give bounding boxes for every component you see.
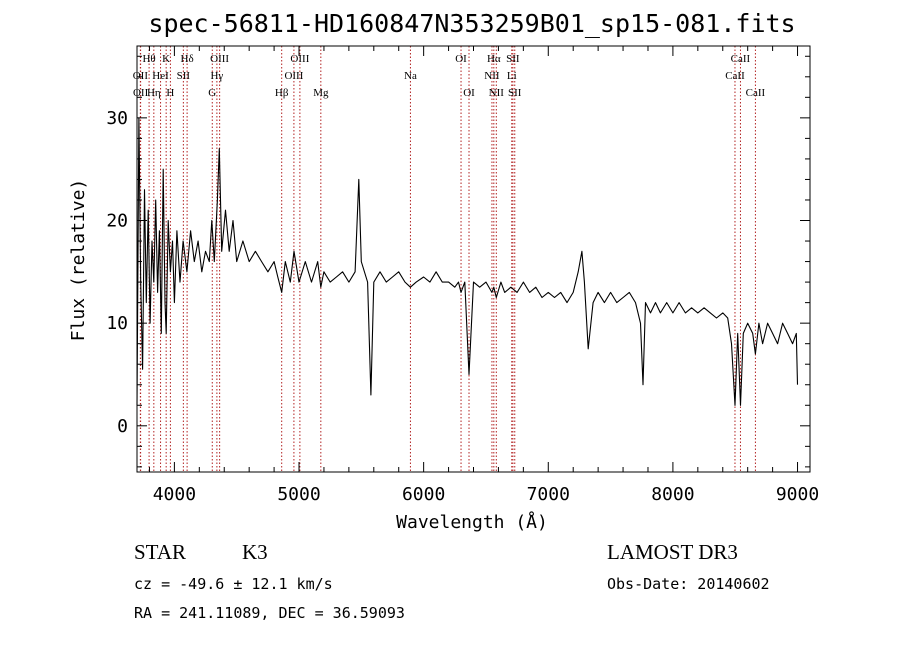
line-marker-label: Hθ: [142, 53, 155, 65]
series-group: [136, 117, 799, 406]
line-marker-label: NII: [484, 70, 500, 82]
line-marker-label: K: [162, 53, 170, 65]
line-marker-label: NII: [489, 87, 505, 99]
line-marker-label: Hγ: [210, 70, 223, 82]
survey-name: LAMOST DR3: [607, 540, 738, 564]
y-tick-label: 0: [117, 416, 128, 437]
y-axis-label: Flux (relative): [68, 179, 89, 342]
x-tick-label: 8000: [651, 484, 694, 505]
line-marker-label: SII: [508, 87, 522, 99]
x-axis-label: Wavelength (Å): [396, 511, 548, 533]
x-tick-label: 5000: [277, 484, 320, 505]
axis-ticks: [137, 46, 810, 472]
x-tick-label: 7000: [527, 484, 570, 505]
line-marker-label: Hβ: [275, 87, 289, 99]
line-marker-label: OIII: [290, 53, 309, 65]
x-tick-label: 4000: [153, 484, 196, 505]
object-type: STAR: [134, 540, 186, 564]
line-marker-label: CaII: [731, 53, 751, 65]
spectral-subclass: K3: [242, 540, 268, 564]
line-marker-label: Na: [404, 70, 417, 82]
y-tick-label: 20: [106, 211, 128, 232]
observation-date: Obs-Date: 20140602: [607, 575, 770, 593]
line-marker-label: CaII: [725, 70, 745, 82]
line-marker-label: SII: [177, 70, 191, 82]
x-tick-label: 6000: [402, 484, 445, 505]
line-marker-label: G: [208, 87, 216, 99]
line-marker-label: Mg: [313, 87, 329, 99]
coordinates: RA = 241.11089, DEC = 36.59093: [134, 604, 405, 622]
line-marker-label: H: [166, 87, 174, 99]
line-markers: [139, 46, 756, 472]
line-marker-label: OI: [455, 53, 467, 65]
chart-title: spec-56811-HD160847N353259B01_sp15-081.f…: [148, 9, 795, 38]
line-marker-label: Hδ: [181, 53, 194, 65]
line-marker-label: Li: [507, 70, 517, 82]
y-tick-label: 30: [106, 108, 128, 129]
y-tick-label: 10: [106, 313, 128, 334]
line-marker-label: Hα: [487, 53, 501, 65]
line-marker-label: OIII: [210, 53, 229, 65]
line-marker-label: SII: [506, 53, 520, 65]
x-tick-label: 9000: [776, 484, 819, 505]
axis-tick-labels: 4000 5000 6000 7000 8000 9000 0 10 20 30: [106, 108, 819, 505]
line-marker-labels: OIIOIIHθHηHeIKHSIIHδGHγOIIIHβOIIIOIIIMgN…: [133, 53, 766, 99]
spectrum-line: [136, 117, 799, 406]
line-marker-label: CaII: [746, 87, 766, 99]
line-marker-label: OIII: [284, 70, 303, 82]
line-marker-label: OII: [133, 70, 149, 82]
line-marker-label: OI: [463, 87, 475, 99]
redshift-velocity: cz = -49.6 ± 12.1 km/s: [134, 575, 333, 593]
line-marker-label: HeI: [152, 70, 169, 82]
line-marker-label: Hη: [147, 87, 161, 99]
